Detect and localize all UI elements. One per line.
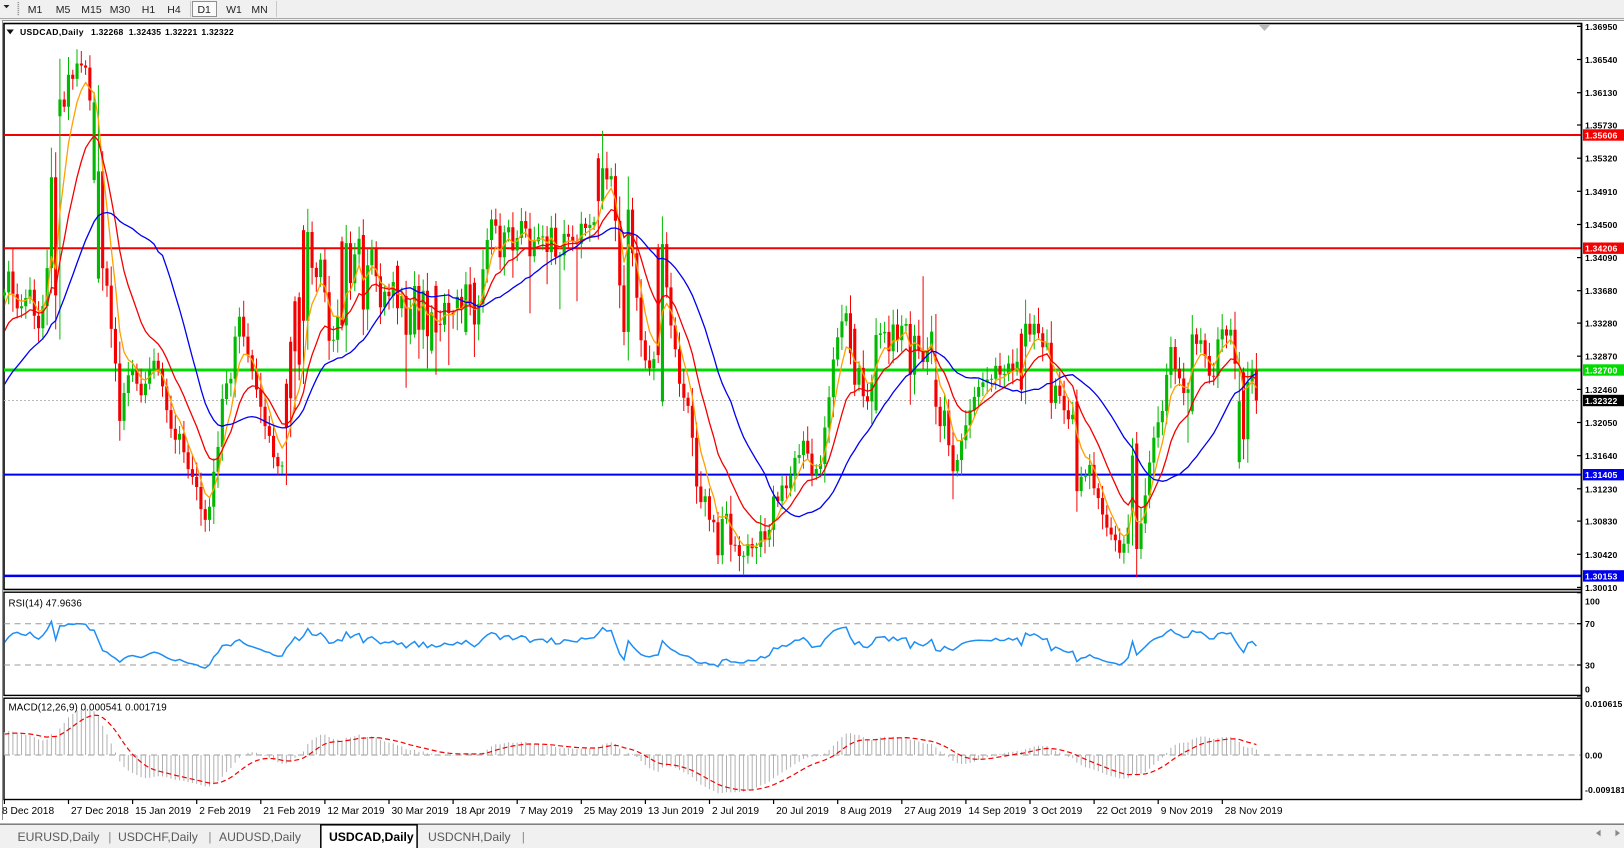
svg-text:EURUSD,Daily: EURUSD,Daily bbox=[18, 830, 101, 844]
svg-text:21 Feb 2019: 21 Feb 2019 bbox=[263, 806, 321, 817]
svg-text:D1: D1 bbox=[197, 4, 211, 16]
svg-text:1.35320: 1.35320 bbox=[1585, 154, 1617, 164]
svg-text:1.32322: 1.32322 bbox=[201, 27, 233, 37]
svg-text:|: | bbox=[208, 830, 211, 844]
svg-text:3 Oct 2019: 3 Oct 2019 bbox=[1033, 806, 1083, 817]
svg-text:0.010615: 0.010615 bbox=[1585, 699, 1622, 709]
svg-text:1.31405: 1.31405 bbox=[1585, 470, 1617, 480]
svg-text:2 Feb 2019: 2 Feb 2019 bbox=[199, 806, 251, 817]
svg-text:MACD(12,26,9) 0.000541 0.00171: MACD(12,26,9) 0.000541 0.001719 bbox=[9, 703, 167, 714]
svg-text:1.33680: 1.33680 bbox=[1585, 286, 1617, 296]
svg-text:1.32050: 1.32050 bbox=[1585, 418, 1617, 428]
svg-text:1.32700: 1.32700 bbox=[1585, 366, 1617, 376]
svg-text:USDCAD,Daily: USDCAD,Daily bbox=[329, 830, 414, 844]
svg-text:1.34090: 1.34090 bbox=[1585, 253, 1617, 263]
svg-text:|: | bbox=[522, 830, 525, 844]
svg-text:|: | bbox=[108, 830, 111, 844]
svg-text:100: 100 bbox=[1585, 597, 1600, 607]
svg-text:1.36540: 1.36540 bbox=[1585, 55, 1617, 65]
svg-text:H4: H4 bbox=[167, 4, 181, 16]
svg-text:18 Apr 2019: 18 Apr 2019 bbox=[456, 806, 511, 817]
svg-text:1.32322: 1.32322 bbox=[1585, 396, 1617, 406]
svg-text:USDCAD,Daily: USDCAD,Daily bbox=[20, 27, 84, 37]
svg-text:13 Jun 2019: 13 Jun 2019 bbox=[648, 806, 704, 817]
svg-text:-0.009181: -0.009181 bbox=[1585, 785, 1624, 795]
svg-text:1.36130: 1.36130 bbox=[1585, 88, 1617, 98]
svg-text:22 Oct 2019: 22 Oct 2019 bbox=[1097, 806, 1153, 817]
svg-text:MN: MN bbox=[251, 4, 267, 16]
svg-text:USDCHF,Daily: USDCHF,Daily bbox=[118, 830, 199, 844]
svg-text:1.33280: 1.33280 bbox=[1585, 319, 1617, 329]
svg-text:W1: W1 bbox=[226, 4, 242, 16]
svg-text:28 Nov 2019: 28 Nov 2019 bbox=[1225, 806, 1283, 817]
svg-text:1.34500: 1.34500 bbox=[1585, 220, 1617, 230]
svg-text:1.34910: 1.34910 bbox=[1585, 187, 1617, 197]
svg-text:12 Mar 2019: 12 Mar 2019 bbox=[327, 806, 385, 817]
svg-text:0: 0 bbox=[1585, 685, 1590, 695]
svg-text:14 Sep 2019: 14 Sep 2019 bbox=[968, 806, 1026, 817]
svg-text:1.34206: 1.34206 bbox=[1585, 244, 1617, 254]
svg-text:27 Aug 2019: 27 Aug 2019 bbox=[904, 806, 962, 817]
svg-text:30 Mar 2019: 30 Mar 2019 bbox=[392, 806, 450, 817]
svg-text:15 Jan 2019: 15 Jan 2019 bbox=[135, 806, 191, 817]
svg-text:20 Jul 2019: 20 Jul 2019 bbox=[776, 806, 829, 817]
svg-text:1.32435: 1.32435 bbox=[129, 27, 161, 37]
svg-text:8 Aug 2019: 8 Aug 2019 bbox=[840, 806, 892, 817]
svg-text:1.32221: 1.32221 bbox=[165, 27, 197, 37]
svg-text:70: 70 bbox=[1585, 619, 1595, 629]
svg-text:USDCNH,Daily: USDCNH,Daily bbox=[428, 830, 512, 844]
svg-text:0.00: 0.00 bbox=[1585, 751, 1603, 761]
svg-text:7 May 2019: 7 May 2019 bbox=[520, 806, 574, 817]
svg-text:1.32268: 1.32268 bbox=[91, 27, 123, 37]
svg-text:30: 30 bbox=[1585, 661, 1595, 671]
svg-text:M30: M30 bbox=[110, 4, 131, 16]
svg-text:RSI(14) 47.9636: RSI(14) 47.9636 bbox=[9, 599, 83, 610]
svg-text:8 Dec 2018: 8 Dec 2018 bbox=[2, 806, 54, 817]
svg-text:1.35730: 1.35730 bbox=[1585, 121, 1617, 131]
svg-text:9 Nov 2019: 9 Nov 2019 bbox=[1161, 806, 1213, 817]
svg-text:M1: M1 bbox=[28, 4, 43, 16]
svg-text:M15: M15 bbox=[81, 4, 102, 16]
svg-text:1.30010: 1.30010 bbox=[1585, 583, 1617, 593]
svg-text:1.30153: 1.30153 bbox=[1585, 571, 1617, 581]
svg-text:1.31230: 1.31230 bbox=[1585, 484, 1617, 494]
svg-text:1.32460: 1.32460 bbox=[1585, 385, 1617, 395]
svg-text:2 Jul 2019: 2 Jul 2019 bbox=[712, 806, 759, 817]
svg-text:1.36950: 1.36950 bbox=[1585, 22, 1617, 32]
svg-text:M5: M5 bbox=[56, 4, 71, 16]
svg-text:1.31640: 1.31640 bbox=[1585, 451, 1617, 461]
svg-text:H1: H1 bbox=[142, 4, 156, 16]
svg-text:1.30830: 1.30830 bbox=[1585, 517, 1617, 527]
svg-text:25 May 2019: 25 May 2019 bbox=[584, 806, 643, 817]
svg-text:1.32870: 1.32870 bbox=[1585, 352, 1617, 362]
svg-text:1.30420: 1.30420 bbox=[1585, 550, 1617, 560]
svg-text:27 Dec 2018: 27 Dec 2018 bbox=[71, 806, 129, 817]
svg-text:AUDUSD,Daily: AUDUSD,Daily bbox=[219, 830, 302, 844]
svg-text:1.35606: 1.35606 bbox=[1585, 131, 1617, 141]
